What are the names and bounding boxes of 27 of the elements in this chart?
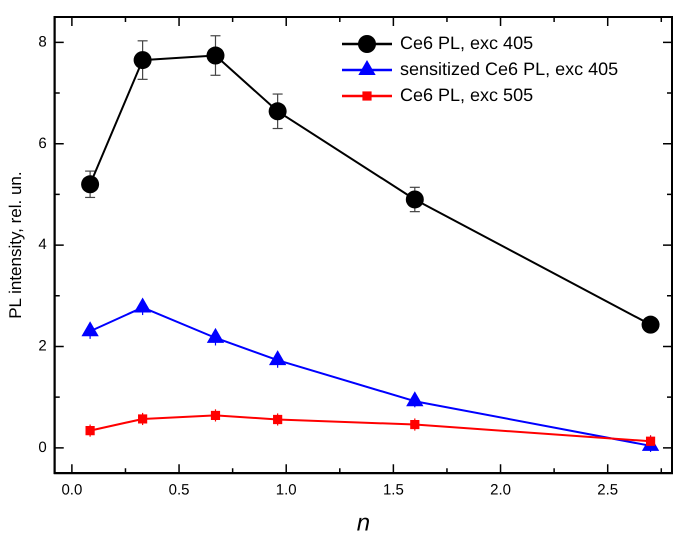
x-tick-label: 0.0 — [61, 481, 82, 498]
x-tick-label: 1.0 — [276, 481, 297, 498]
x-tick-label: 0.5 — [168, 481, 190, 498]
point — [210, 410, 220, 420]
point — [410, 420, 420, 430]
point — [273, 414, 282, 424]
x-tick-label: 2.0 — [490, 481, 511, 498]
point — [81, 175, 100, 194]
x-tick-label: 1.5 — [382, 481, 404, 498]
legend-label: sensitized Ce6 PL, exc 405 — [400, 58, 618, 79]
legend-label: Ce6 PL, exc 405 — [400, 32, 534, 53]
y-tick-label: 0 — [38, 438, 47, 456]
point — [86, 426, 95, 436]
point — [138, 414, 148, 424]
y-tick-label: 2 — [38, 338, 47, 355]
legend-label: Ce6 PL, exc 505 — [400, 84, 534, 105]
point — [268, 102, 287, 120]
point — [206, 46, 224, 65]
point — [642, 316, 660, 334]
point — [134, 51, 152, 70]
x-tick-label: 2.5 — [597, 481, 618, 498]
y-axis-title: PL intensity, rel. un. — [6, 171, 25, 319]
x-axis-title: n — [356, 509, 370, 536]
y-tick-label: 4 — [38, 236, 47, 254]
point — [406, 190, 424, 208]
y-tick-label: 6 — [38, 134, 47, 152]
y-tick-label: 8 — [38, 33, 47, 50]
